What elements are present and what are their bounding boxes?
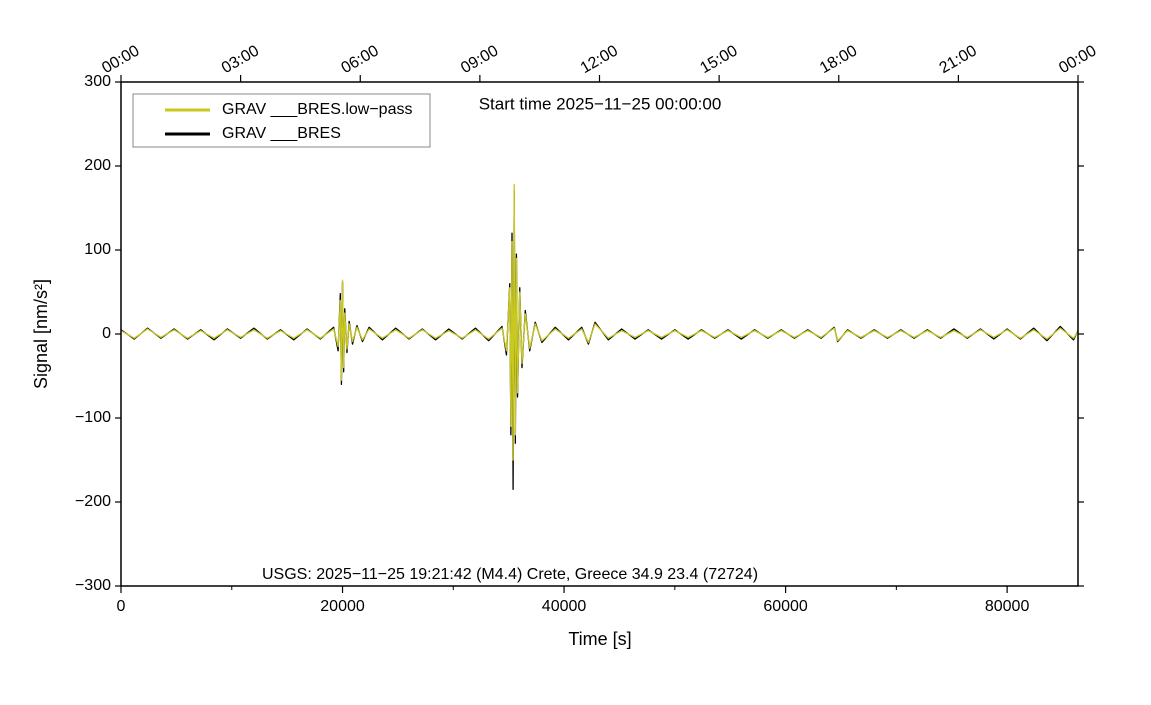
x-tick-label: 0 (117, 598, 126, 615)
y-tick-label: 100 (84, 241, 111, 258)
y-tick-label: −100 (75, 409, 111, 426)
y-axis-label: Signal [nm/s²] (31, 279, 51, 389)
x-tick-label: 60000 (763, 598, 808, 615)
legend-label: GRAV ___BRES.low−pass (222, 101, 412, 118)
x-tick-label: 40000 (542, 598, 587, 615)
data-line (120, 190, 1079, 491)
event-annotation: USGS: 2025−11−25 19:21:42 (M4.4) Crete, … (262, 566, 758, 583)
y-tick-label: 0 (102, 325, 111, 342)
x-tick-label: 20000 (320, 598, 365, 615)
x-axis-label: Time [s] (568, 629, 631, 649)
data-line (120, 183, 1079, 461)
y-tick-label: 200 (84, 157, 111, 174)
start-time: Start time 2025−11−25 00:00:00 (479, 94, 722, 113)
legend-label: GRAV ___BRES (222, 125, 341, 142)
y-tick-label: −300 (75, 577, 111, 594)
legend-box (132, 93, 431, 148)
y-tick-label: 300 (84, 73, 111, 90)
x-tick-label: 80000 (985, 598, 1030, 615)
y-tick-label: −200 (75, 493, 111, 510)
